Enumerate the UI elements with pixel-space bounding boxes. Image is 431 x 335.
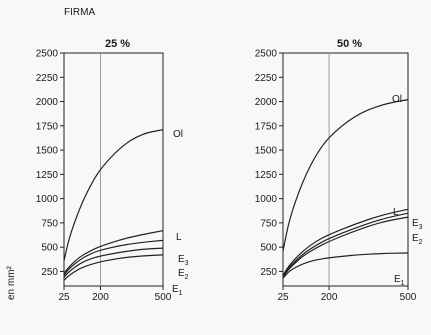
x-tick-label: 500 bbox=[400, 292, 417, 303]
y-axis-label: en mm² bbox=[6, 265, 17, 300]
chart-title: 50 % bbox=[337, 38, 362, 50]
y-tick-label: 500 bbox=[260, 243, 277, 254]
series-label-ol: Ol bbox=[173, 129, 183, 140]
series-line-e1 bbox=[282, 252, 409, 279]
chart-panel-50: 50 % 250 500 750 1000 1250 1500 1750 2000 2250 250… bbox=[255, 38, 423, 303]
plot-frame bbox=[63, 52, 164, 287]
series-line-l bbox=[282, 208, 409, 276]
series-label-e2: E2 bbox=[412, 233, 423, 246]
series-line-ol bbox=[282, 99, 409, 252]
y-tick-label: 250 bbox=[41, 267, 58, 278]
y-tick-label: 1250 bbox=[36, 170, 59, 181]
series-line-e1 bbox=[63, 254, 164, 281]
header-text: FIRMA bbox=[64, 7, 95, 18]
series-label-l: L bbox=[176, 232, 182, 243]
series-label-l: L bbox=[393, 207, 399, 218]
y-tick-label: 2250 bbox=[36, 73, 59, 84]
series-line-e2 bbox=[282, 216, 409, 278]
series-line-e2 bbox=[63, 247, 164, 278]
y-tick-label: 1750 bbox=[255, 121, 278, 132]
chart-panel-25: 25 % 250 500 750 1000 1250 1500 1750 2000 2250 250… bbox=[36, 38, 189, 303]
y-tick-label: 1500 bbox=[255, 146, 278, 157]
y-tick-label: 2500 bbox=[255, 49, 278, 60]
series-line-e3 bbox=[63, 239, 164, 276]
y-tick-label: 1250 bbox=[255, 170, 278, 181]
y-tick-label: 2000 bbox=[255, 97, 278, 108]
series-label-e2: E2 bbox=[178, 268, 189, 281]
series-label-ol: Ol bbox=[392, 94, 402, 105]
y-tick-label: 750 bbox=[41, 218, 58, 229]
chart-title: 25 % bbox=[105, 38, 130, 50]
series-label-e1: E1 bbox=[394, 274, 405, 287]
series-label-e1: E1 bbox=[172, 284, 183, 297]
series-line-ol bbox=[63, 129, 164, 261]
x-tick-label: 200 bbox=[92, 292, 109, 303]
y-tick-label: 2500 bbox=[36, 49, 59, 60]
y-tick-label: 1000 bbox=[36, 194, 59, 205]
series-line-e3 bbox=[282, 212, 409, 277]
x-tick-label: 25 bbox=[58, 292, 70, 303]
y-tick-label: 250 bbox=[260, 267, 277, 278]
y-tick-label: 1750 bbox=[36, 121, 59, 132]
y-tick-label: 1000 bbox=[255, 194, 278, 205]
y-tick-label: 2000 bbox=[36, 97, 59, 108]
y-tick-label: 500 bbox=[41, 243, 58, 254]
y-tick-label: 750 bbox=[260, 218, 277, 229]
x-tick-label: 200 bbox=[321, 292, 338, 303]
series-label-e3: E3 bbox=[412, 218, 423, 231]
x-tick-label: 500 bbox=[155, 292, 172, 303]
y-tick-label: 1500 bbox=[36, 146, 59, 157]
series-label-e3: E3 bbox=[178, 254, 189, 267]
y-tick-label: 2250 bbox=[255, 73, 278, 84]
series-line-l bbox=[63, 230, 164, 274]
x-tick-label: 25 bbox=[277, 292, 289, 303]
plot-frame bbox=[282, 52, 409, 287]
